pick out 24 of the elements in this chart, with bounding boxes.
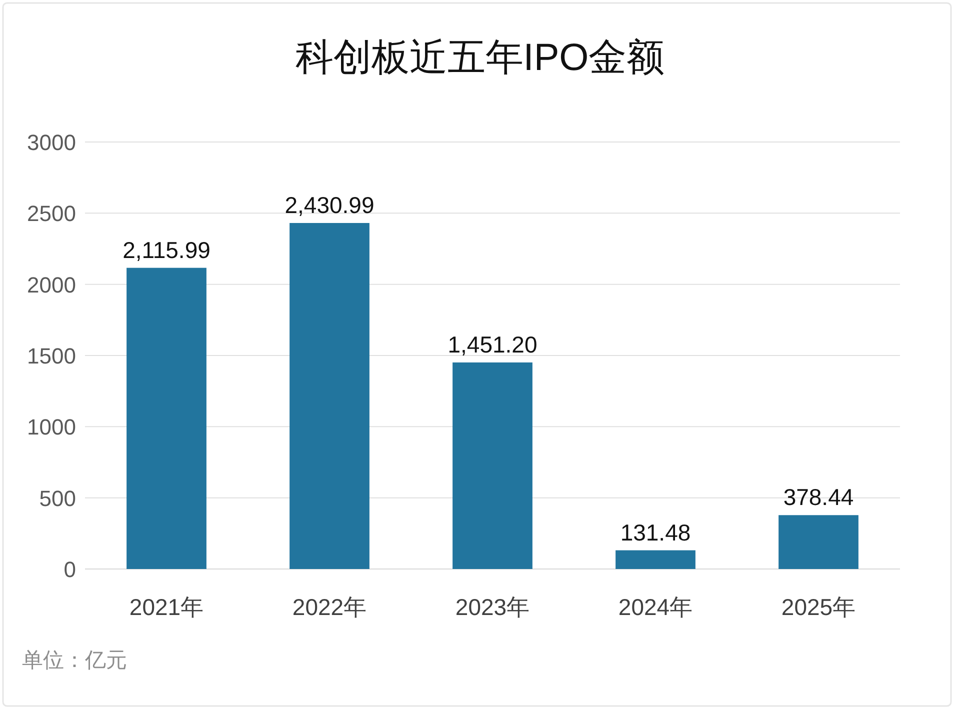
bar bbox=[452, 362, 532, 569]
data-label: 378.44 bbox=[783, 484, 854, 510]
text: 单位：亿元 bbox=[22, 649, 127, 672]
data-label: 2,430.99 bbox=[284, 192, 374, 218]
bar bbox=[126, 268, 206, 569]
y-tick-label: 0 bbox=[64, 557, 76, 582]
data-label: 131.48 bbox=[620, 519, 691, 546]
y-tick-label: 1000 bbox=[27, 414, 76, 440]
y-tick-label: 2000 bbox=[27, 272, 76, 298]
x-tick-label: 2021年 bbox=[129, 594, 204, 620]
bar bbox=[290, 222, 370, 569]
x-tick-label: 2024年 bbox=[618, 594, 693, 620]
data-label: 2,115.99 bbox=[122, 236, 210, 263]
y-tick-label: 2500 bbox=[27, 201, 76, 226]
chart-title: 科创板近五年IPO金额 bbox=[295, 37, 665, 79]
y-tick-label: 500 bbox=[39, 486, 76, 511]
y-tick-label: 3000 bbox=[27, 130, 76, 155]
bar bbox=[778, 515, 858, 569]
y-tick-label: 1500 bbox=[27, 344, 76, 368]
bar bbox=[616, 550, 696, 569]
x-tick-label: 2022年 bbox=[292, 594, 367, 620]
x-tick-label: 2025年 bbox=[781, 594, 856, 620]
data-label: 1,451.20 bbox=[448, 331, 538, 358]
x-tick-label: 2023年 bbox=[455, 594, 530, 620]
